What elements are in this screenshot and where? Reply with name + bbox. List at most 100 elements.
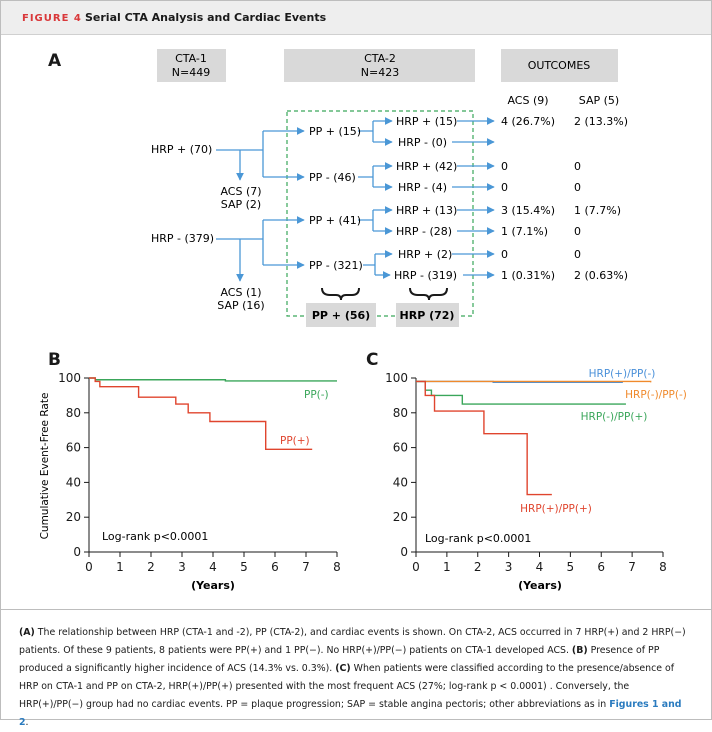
y-tick-label: 100 xyxy=(58,371,81,385)
acs-outcome-5: 3 (15.4%) xyxy=(501,204,555,217)
x-tick-label: 6 xyxy=(271,560,279,574)
panel-b-km-chart: B Cumulative Event-Free Rate (Years) Log… xyxy=(39,350,341,592)
acs-outcome-7: 0 xyxy=(501,248,508,261)
y-tick-label: 100 xyxy=(385,371,408,385)
panel-b-xlabel: (Years) xyxy=(191,579,235,592)
y-tick-label: 20 xyxy=(393,510,408,524)
series-line-hrp-pp xyxy=(416,380,552,496)
sap-outcome-8: 2 (0.63%) xyxy=(574,269,628,282)
cta2-header-box xyxy=(284,49,475,82)
x-tick-label: 3 xyxy=(178,560,186,574)
caption-part-b: Presence of PP produced a significantly … xyxy=(19,645,660,674)
x-tick-label: 3 xyxy=(505,560,513,574)
panel-a-letter: A xyxy=(48,51,62,71)
sap-outcome-1: 2 (13.3%) xyxy=(574,115,628,128)
figure-number: FIGURE 4 xyxy=(22,13,82,24)
panel-c-plot-area: 0 20 40 60 80 100 0 1 2 3 4 5 6 7 8 HRP(+)/PP(-) HRP(-)/… xyxy=(385,368,686,574)
caption-end: . xyxy=(25,717,29,728)
panel-c-km-chart: C (Years) Log-rank p<0.0001 020406080100… xyxy=(366,350,686,592)
hrp-neg-sap-events: SAP (16) xyxy=(217,299,264,312)
caption-tag-a: (A) xyxy=(19,627,35,638)
pp-node-4: PP - (321) xyxy=(309,259,363,272)
hrp-group-box xyxy=(396,303,459,327)
series-label-hrp-pp: HRP(+)/PP(+) xyxy=(520,503,592,515)
panel-b-logrank: Log-rank p<0.0001 xyxy=(102,530,208,543)
sap-outcome-7: 0 xyxy=(574,248,581,261)
y-tick-label: 20 xyxy=(66,510,81,524)
panel-a-flow-diagram: A CTA-1 N=449 CTA-2 N=423 OUTCOMES ACS (… xyxy=(48,49,628,327)
cta1-header-label: CTA-1 xyxy=(175,52,207,65)
y-tick-label: 0 xyxy=(73,545,81,559)
acs-outcome-4: 0 xyxy=(501,181,508,194)
hrp2-node-2: HRP - (0) xyxy=(398,136,447,149)
x-tick-label: 8 xyxy=(333,560,341,574)
hrp2-node-6: HRP - (28) xyxy=(396,225,452,238)
series-line-hrp-pp xyxy=(416,380,652,383)
series-label-hrp-pp: HRP(-)/PP(+) xyxy=(581,411,648,423)
y-tick-label: 40 xyxy=(66,475,81,489)
sap-outcome-6: 0 xyxy=(574,225,581,238)
series-line-pp xyxy=(89,377,313,451)
hrp-pos-acs-events: ACS (7) xyxy=(220,185,261,198)
x-tick-label: 4 xyxy=(209,560,217,574)
sap-outcome-4: 0 xyxy=(574,181,581,194)
hrp-group-label: HRP (72) xyxy=(400,309,455,322)
pp-group-box xyxy=(306,303,376,327)
x-tick-label: 4 xyxy=(536,560,544,574)
cta1-header-box xyxy=(157,49,226,82)
pp3-split xyxy=(358,210,374,231)
x-tick-label: 5 xyxy=(240,560,248,574)
cta1-header-count: N=449 xyxy=(172,66,210,79)
panel-c-xlabel: (Years) xyxy=(518,579,562,592)
pp1-split xyxy=(358,121,374,142)
caption-text: (A) The relationship between HRP (CTA-1 … xyxy=(1,610,711,732)
pp2-split xyxy=(358,166,374,187)
cta1-hrp-negative-node: HRP - (379) xyxy=(151,232,214,245)
pp-node-3: PP + (41) xyxy=(309,214,361,227)
x-tick-label: 2 xyxy=(474,560,482,574)
cta2-header-count: N=423 xyxy=(361,66,399,79)
series-label-hrp-pp: HRP(-)/PP(-) xyxy=(625,389,686,401)
outcomes-header-label: OUTCOMES xyxy=(528,59,591,72)
y-tick-label: 60 xyxy=(66,441,81,455)
acs-column-header: ACS (9) xyxy=(507,94,548,107)
y-tick-label: 60 xyxy=(393,441,408,455)
panel-c-logrank: Log-rank p<0.0001 xyxy=(425,532,531,545)
x-tick-label: 0 xyxy=(85,560,93,574)
caption-tag-b: (B) xyxy=(571,645,588,656)
sap-column-header: SAP (5) xyxy=(579,94,619,107)
x-tick-label: 7 xyxy=(302,560,310,574)
pp-node-2: PP - (46) xyxy=(309,171,356,184)
figure-caption: (A) The relationship between HRP (CTA-1 … xyxy=(1,609,711,728)
hrp-brace xyxy=(409,287,448,301)
series-line-pp xyxy=(89,377,337,382)
y-tick-label: 0 xyxy=(400,545,408,559)
series-label-pp: PP(-) xyxy=(304,389,329,401)
x-tick-label: 2 xyxy=(147,560,155,574)
cta2-header-label: CTA-2 xyxy=(364,52,396,65)
hrp2-node-8: HRP - (319) xyxy=(394,269,457,282)
x-tick-label: 6 xyxy=(597,560,605,574)
hrp2-node-1: HRP + (15) xyxy=(396,115,457,128)
panel-b-ylabel: Cumulative Event-Free Rate xyxy=(39,393,51,540)
y-tick-label: 80 xyxy=(393,406,408,420)
x-tick-label: 7 xyxy=(628,560,636,574)
pp4-split xyxy=(363,254,376,275)
hrp2-node-5: HRP + (13) xyxy=(396,204,457,217)
cta1-hrp-positive-node: HRP + (70) xyxy=(151,143,212,156)
series-line-hrp-pp xyxy=(416,380,626,405)
sap-outcome-5: 1 (7.7%) xyxy=(574,204,621,217)
pp-group-label: PP + (56) xyxy=(312,309,370,322)
x-tick-label: 5 xyxy=(567,560,575,574)
panel-b-plot-area: 0 20 40 60 80 100 0 1 2 3 4 5 6 7 8 PP(-) PP(+) xyxy=(58,371,341,574)
x-tick-label: 1 xyxy=(116,560,124,574)
x-tick-label: 8 xyxy=(659,560,667,574)
caption-tag-c: (C) xyxy=(335,663,351,674)
series-label-hrp-pp: HRP(+)/PP(-) xyxy=(589,368,656,380)
panel-b-letter: B xyxy=(48,350,61,370)
x-tick-label: 0 xyxy=(412,560,420,574)
caption-part-c: When patients were classified according … xyxy=(19,663,675,710)
acs-outcome-3: 0 xyxy=(501,160,508,173)
hrp2-node-4: HRP - (4) xyxy=(398,181,447,194)
acs-outcome-8: 1 (0.31%) xyxy=(501,269,555,282)
